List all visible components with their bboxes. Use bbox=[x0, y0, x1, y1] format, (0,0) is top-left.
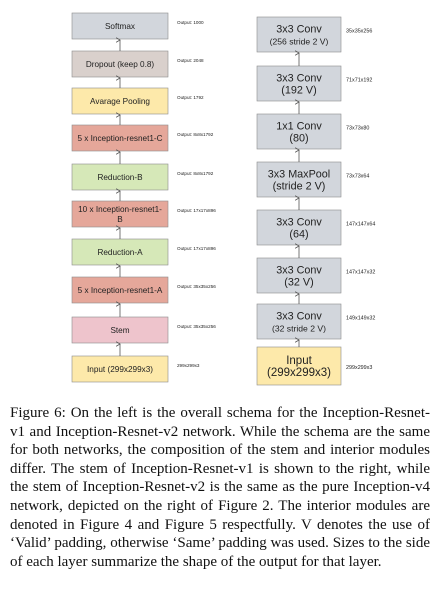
layer-sublabel: (32 V) bbox=[284, 277, 313, 289]
output-shape-label: 147x147x64 bbox=[346, 222, 375, 228]
output-shape-label: Output: 17x17x896 bbox=[177, 208, 216, 213]
layer-reduction-b: Reduction-B Output: 8x8x1792 bbox=[71, 163, 214, 191]
layer-sublabel: (80) bbox=[289, 133, 308, 145]
layer-box bbox=[71, 355, 169, 383]
stem-layer-3x3-conv-192-v: 3x3 Conv(192 V) 71x71x192 bbox=[256, 65, 372, 102]
layer-5-x-inception-resnet1-c: 5 x Inception-resnet1-C Output: 8x8x1792 bbox=[71, 124, 214, 152]
layer-label: 1x1 Conv bbox=[276, 121, 322, 133]
layer-label: 5 x Inception-resnet1-C bbox=[77, 134, 162, 143]
layer-box bbox=[71, 276, 169, 304]
layer-sublabel: (stride 2 V) bbox=[273, 181, 326, 193]
stem-layer-input-299x299x3: Input(299x299x3) 299x299x3 bbox=[256, 346, 372, 386]
layer-box bbox=[71, 238, 169, 266]
layer-label: B bbox=[117, 215, 123, 224]
layer-box bbox=[71, 12, 169, 40]
layer-box bbox=[256, 257, 342, 294]
stem-layer-3x3-conv-32-v: 3x3 Conv(32 V) 147x147x32 bbox=[256, 257, 375, 294]
output-shape-label: Output: 2048 bbox=[177, 58, 204, 63]
layer-label: Stem bbox=[110, 326, 129, 335]
layer-sublabel: (64) bbox=[289, 229, 308, 241]
output-shape-label: 299x299x3 bbox=[177, 363, 200, 368]
overall-schema: Softmax Output: 1000 Dropout (keep 0.8) Out… bbox=[71, 12, 216, 383]
layer-label: 3x3 Conv bbox=[276, 265, 322, 277]
output-shape-label: 35x35x256 bbox=[346, 29, 372, 35]
output-shape-label: Output: 35x35x256 bbox=[177, 284, 216, 289]
layer-label: 3x3 Conv bbox=[276, 73, 322, 85]
layer-label: 3x3 Conv bbox=[276, 311, 322, 323]
output-shape-label: 71x71x192 bbox=[346, 78, 372, 84]
output-shape-label: Output: 8x8x1792 bbox=[177, 132, 214, 137]
layer-avarage-pooling: Avarage Pooling Output: 1792 bbox=[71, 87, 204, 115]
output-shape-label: Output: 35x35x256 bbox=[177, 324, 216, 329]
layer-sublabel: (299x299x3) bbox=[267, 367, 331, 379]
layer-box bbox=[71, 200, 169, 228]
layer-box bbox=[256, 65, 342, 102]
output-shape-label: 299x299x3 bbox=[346, 365, 372, 371]
layer-box bbox=[71, 50, 169, 78]
stem-layer-3x3-conv-64: 3x3 Conv(64) 147x147x64 bbox=[256, 209, 375, 246]
layer-sublabel: (32 stride 2 V) bbox=[272, 324, 326, 334]
output-shape-label: 149x149x32 bbox=[346, 316, 375, 322]
layer-label: Softmax bbox=[105, 22, 135, 31]
layer-label: 3x3 Conv bbox=[276, 24, 322, 36]
output-shape-label: 147x147x32 bbox=[346, 270, 375, 276]
stem-layer-3x3-maxpool-stride-2-v: 3x3 MaxPool(stride 2 V) 73x73x64 bbox=[256, 161, 369, 198]
output-shape-label: Output: 17x17x896 bbox=[177, 246, 216, 251]
layer-5-x-inception-resnet1-a: 5 x Inception-resnet1-A Output: 35x35x256 bbox=[71, 276, 216, 304]
layer-label: Reduction-A bbox=[97, 248, 143, 257]
layer-label: 3x3 MaxPool bbox=[268, 169, 330, 181]
layer-label: Avarage Pooling bbox=[90, 97, 150, 106]
layer-sublabel: (256 stride 2 V) bbox=[270, 37, 329, 47]
layer-dropout-keep-0-8: Dropout (keep 0.8) Output: 2048 bbox=[71, 50, 204, 78]
layer-input-299x299x3: Input (299x299x3) 299x299x3 bbox=[71, 355, 200, 383]
stem-layer-1x1-conv-80: 1x1 Conv(80) 73x73x80 bbox=[256, 113, 369, 150]
layer-label: Dropout (keep 0.8) bbox=[86, 60, 155, 69]
network-diagram: Softmax Output: 1000 Dropout (keep 0.8) Out… bbox=[71, 12, 375, 386]
output-shape-label: Output: 8x8x1792 bbox=[177, 171, 214, 176]
layer-reduction-a: Reduction-A Output: 17x17x896 bbox=[71, 238, 216, 266]
layer-box bbox=[256, 346, 342, 386]
layer-box bbox=[256, 16, 342, 53]
layer-label: 5 x Inception-resnet1-A bbox=[78, 286, 163, 295]
layer-box bbox=[71, 124, 169, 152]
layer-10-x-inception-resnet1-b: 10 x Inception-resnet1-B Output: 17x17x89… bbox=[71, 200, 216, 228]
layer-label: 3x3 Conv bbox=[276, 217, 322, 229]
layer-softmax: Softmax Output: 1000 bbox=[71, 12, 204, 40]
stem-layer-3x3-conv-256-stride-2-v: 3x3 Conv(256 stride 2 V) 35x35x256 bbox=[256, 16, 372, 53]
layer-label: Input bbox=[286, 355, 312, 367]
output-shape-label: 73x73x80 bbox=[346, 126, 369, 132]
layer-label: Input (299x299x3) bbox=[87, 365, 153, 374]
layer-box bbox=[256, 113, 342, 150]
output-shape-label: Output: 1792 bbox=[177, 95, 204, 100]
output-shape-label: Output: 1000 bbox=[177, 20, 204, 25]
layer-label: Reduction-B bbox=[97, 173, 143, 182]
layer-sublabel: (192 V) bbox=[281, 85, 316, 97]
output-shape-label: 73x73x64 bbox=[346, 174, 369, 180]
layer-label: 10 x Inception-resnet1- bbox=[78, 205, 162, 214]
layer-stem: Stem Output: 35x35x256 bbox=[71, 316, 216, 344]
figure-caption: Figure 6: On the left is the overall sch… bbox=[10, 405, 430, 570]
stem-layer-3x3-conv-32-stride-2-v: 3x3 Conv(32 stride 2 V) 149x149x32 bbox=[256, 303, 375, 340]
